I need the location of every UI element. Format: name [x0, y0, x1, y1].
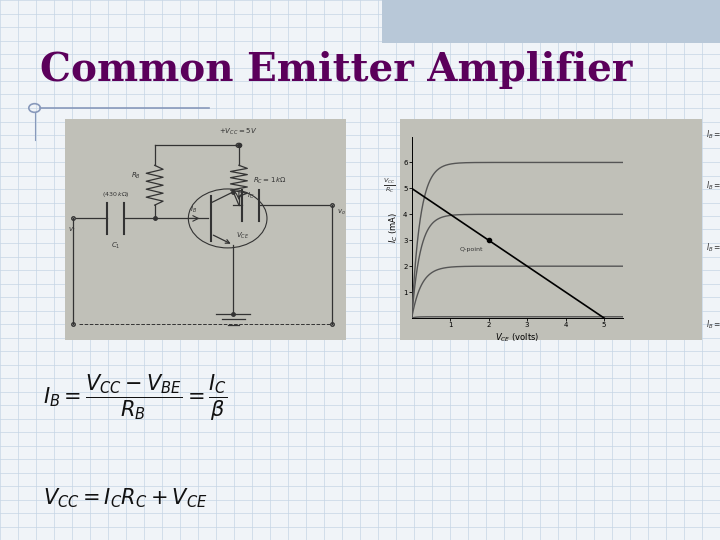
- Text: $I_B = 20\,\mu A$: $I_B = 20\,\mu A$: [706, 179, 720, 192]
- Bar: [65, 119, 346, 340]
- Text: $I_B = 10\,\mu A$: $I_B = 10\,\mu A$: [706, 241, 720, 254]
- Text: $v_i$: $v_i$: [68, 226, 75, 235]
- Text: $I_B = \dfrac{V_{CC} - V_{BE}}{R_B} = \dfrac{I_C}{\beta}$: $I_B = \dfrac{V_{CC} - V_{BE}}{R_B} = \d…: [43, 373, 228, 423]
- Text: $I_B = 30\,\mu A$: $I_B = 30\,\mu A$: [706, 128, 720, 141]
- Y-axis label: $I_C$ (mA): $I_C$ (mA): [388, 212, 400, 243]
- Text: $R_B$: $R_B$: [131, 171, 140, 181]
- Text: $I_B$: $I_B$: [190, 205, 197, 215]
- X-axis label: $V_{CE}$ (volts): $V_{CE}$ (volts): [495, 331, 540, 343]
- Text: $V_{CE}$: $V_{CE}$: [236, 231, 249, 241]
- Text: $C_1$: $C_1$: [111, 241, 120, 251]
- Text: $(430\,k\Omega)$: $(430\,k\Omega)$: [102, 190, 130, 199]
- Text: Common Emitter Amplifier: Common Emitter Amplifier: [40, 51, 632, 89]
- Text: $V_{CC} = I_C R_C + V_{CE}$: $V_{CC} = I_C R_C + V_{CE}$: [43, 486, 207, 510]
- Text: Q-point: Q-point: [459, 247, 483, 252]
- Text: $R_C = 1\,k\Omega$: $R_C = 1\,k\Omega$: [253, 176, 287, 186]
- Text: $+V_{CC}=5\,V$: $+V_{CC}=5\,V$: [220, 126, 258, 137]
- Bar: [400, 119, 702, 340]
- Text: $I_B = 0$: $I_B = 0$: [706, 319, 720, 331]
- Text: $v_o$: $v_o$: [337, 208, 346, 217]
- Text: $\frac{V_{CC}}{R_C}$: $\frac{V_{CC}}{R_C}$: [383, 176, 396, 194]
- Text: $I_C$: $I_C$: [248, 191, 255, 201]
- Bar: [382, 0, 720, 43]
